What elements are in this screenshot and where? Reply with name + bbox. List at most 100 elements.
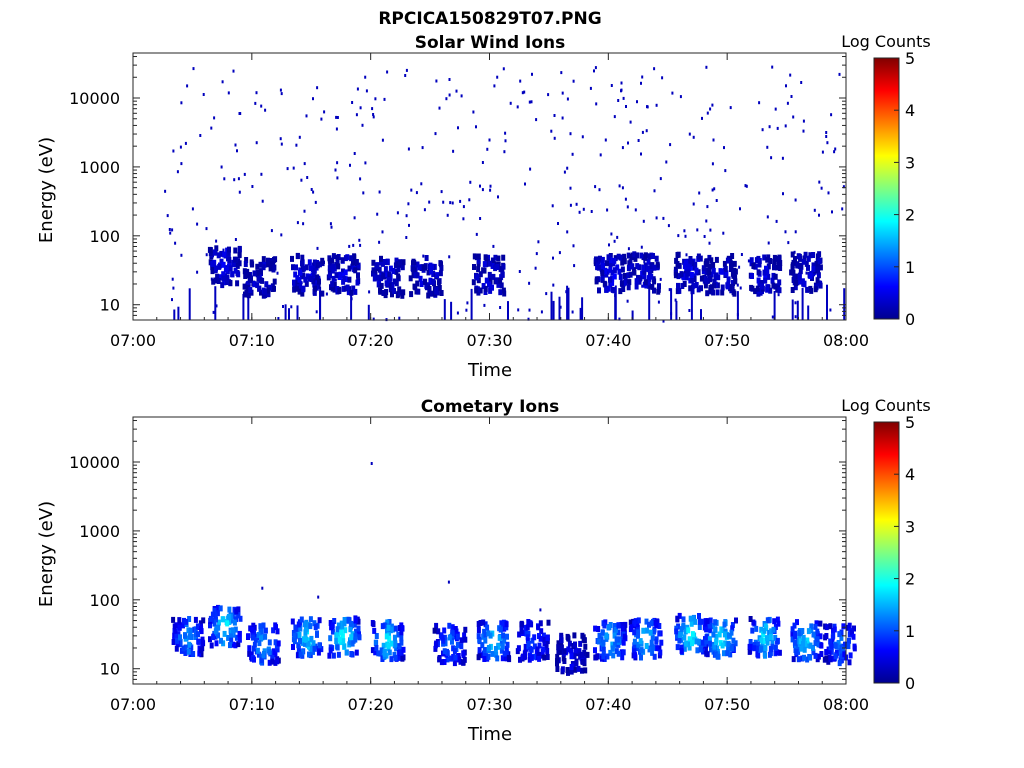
count-cell: [328, 272, 332, 279]
count-cell: [557, 222, 559, 225]
panel-solar-wind: Solar Wind Ions 07:00 07:10 07:20 07:30 07:4…: [36, 32, 931, 381]
count-cell: [213, 116, 216, 120]
count-cell: [197, 650, 202, 657]
count-cell: [795, 619, 799, 626]
colorbar-gradient-cometary: [873, 421, 900, 684]
count-cell: [567, 640, 572, 647]
count-cell: [758, 101, 761, 105]
count-cell: [772, 264, 776, 271]
count-cell: [602, 622, 607, 629]
count-cell: [220, 282, 225, 289]
count-cell: [316, 86, 319, 90]
count-cell: [760, 283, 764, 290]
count-cell: [768, 646, 773, 653]
count-cell: [524, 182, 526, 186]
count-cell: [248, 287, 253, 293]
count-cell: [273, 650, 278, 657]
count-cell: [627, 279, 632, 286]
count-cell: [347, 276, 352, 283]
count-cell: [731, 280, 735, 286]
count-cell: [613, 641, 618, 648]
count-cell: [744, 184, 747, 188]
count-cell: [229, 633, 233, 640]
count-cell: [378, 650, 383, 657]
count-cell: [386, 70, 389, 74]
count-cell: [626, 299, 629, 303]
count-cell: [540, 310, 543, 314]
count-cell: [559, 637, 564, 644]
count-cell: [776, 620, 781, 627]
count-cell: [291, 264, 295, 271]
count-cell: [331, 275, 336, 282]
count-cell: [639, 654, 643, 661]
count-cell: [292, 166, 295, 170]
count-cell: [649, 263, 654, 269]
count-cell: [655, 619, 660, 626]
count-cell: [724, 270, 729, 277]
count-cell: [276, 640, 281, 647]
count-cell: [766, 263, 771, 270]
count-cell: [364, 75, 367, 79]
count-cell: [690, 631, 695, 638]
count-cell: [798, 278, 803, 285]
count-cell: [685, 253, 688, 257]
count-cell: [426, 292, 431, 299]
count-cell: [608, 261, 613, 268]
count-cell: [636, 632, 640, 639]
count-cell: [765, 256, 770, 263]
count-cell: [330, 628, 335, 635]
count-cell: [352, 243, 355, 247]
count-cell: [618, 184, 621, 188]
count-cell: [341, 272, 345, 279]
count-cell: [637, 139, 640, 142]
count-cell: [852, 645, 857, 652]
count-cell: [793, 633, 797, 640]
count-cell: [255, 141, 258, 145]
count-cell: [418, 275, 423, 282]
count-cell: [388, 265, 393, 272]
count-cell: [840, 653, 844, 660]
count-cell: [697, 638, 701, 645]
count-cell: [670, 288, 673, 320]
x-tick-label: 07:40: [585, 331, 631, 350]
count-cell: [400, 292, 405, 299]
count-cell: [623, 621, 628, 628]
count-cell: [164, 189, 167, 193]
count-cell: [501, 263, 506, 270]
count-cell: [401, 259, 406, 266]
count-cell: [298, 135, 301, 139]
count-cell: [705, 290, 710, 297]
count-cell: [237, 631, 242, 638]
count-cell: [284, 304, 287, 320]
count-cell: [620, 625, 625, 632]
count-cell: [705, 651, 710, 658]
count-cell: [613, 115, 616, 119]
count-cell: [408, 275, 413, 282]
count-cell: [545, 648, 550, 654]
count-cell: [785, 84, 787, 88]
count-cell: [628, 619, 633, 626]
count-cell: [212, 310, 215, 314]
count-cell: [312, 97, 314, 101]
count-cell: [551, 204, 554, 208]
count-cell: [251, 645, 256, 652]
count-cell: [493, 254, 498, 261]
count-cell: [216, 252, 221, 259]
count-cell: [233, 178, 236, 182]
count-cell: [714, 633, 719, 640]
count-cell: [459, 199, 462, 203]
count-cell: [819, 642, 824, 649]
count-cell: [777, 279, 782, 286]
count-cell: [357, 634, 362, 641]
count-cell: [555, 657, 560, 664]
count-cell: [815, 277, 820, 284]
count-cell: [569, 132, 572, 136]
count-cell: [353, 633, 358, 640]
count-cell: [583, 667, 588, 674]
count-cell: [485, 624, 490, 631]
count-cell: [831, 632, 836, 639]
count-cell: [608, 622, 613, 628]
count-cell: [479, 217, 482, 220]
count-cell: [270, 229, 273, 233]
